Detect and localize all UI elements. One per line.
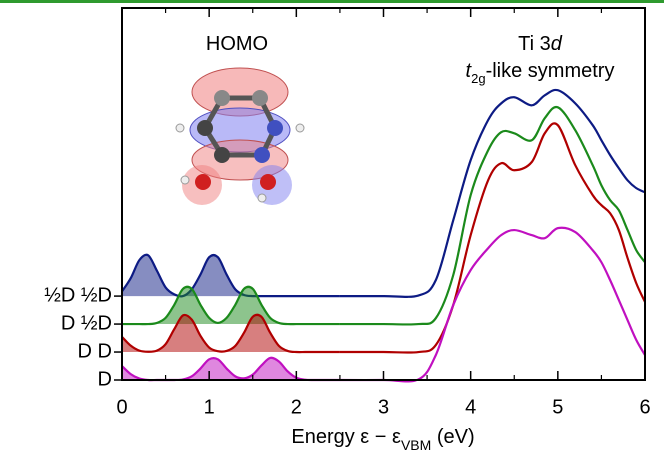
y-tick-label: D bbox=[98, 368, 112, 390]
annotation-sub: 2g bbox=[471, 71, 485, 86]
annotation-italic: t bbox=[466, 60, 473, 82]
annotation: t2g-like symmetry bbox=[466, 60, 615, 86]
x-axis-label: Energy ε − εVBM (eV) bbox=[291, 426, 474, 452]
homo-fill bbox=[122, 254, 340, 297]
molecule bbox=[175, 67, 305, 205]
annotation-text: HOMO bbox=[206, 33, 268, 55]
x-label-unit: (eV) bbox=[431, 426, 474, 448]
homo-fill bbox=[122, 357, 340, 381]
y-tick-label: D ½D bbox=[61, 312, 112, 334]
dos-line bbox=[339, 88, 646, 298]
x-label-sub: VBM bbox=[401, 437, 431, 453]
x-tick-label: 4 bbox=[465, 396, 476, 418]
x-tick-label: 0 bbox=[116, 396, 127, 418]
y-tick-label: D D bbox=[78, 340, 112, 362]
annotation: Ti 3d bbox=[518, 33, 563, 55]
x-label-text: Energy ε − ε bbox=[291, 426, 401, 448]
homo-line bbox=[121, 313, 340, 354]
dos-line bbox=[339, 122, 646, 354]
homo-fill bbox=[122, 314, 340, 353]
annotation: HOMO bbox=[206, 33, 268, 55]
x-tick-label: 6 bbox=[639, 396, 650, 418]
homo-fill bbox=[122, 286, 340, 325]
top-bar bbox=[0, 0, 664, 3]
dos-line bbox=[339, 226, 646, 383]
x-tick-label: 5 bbox=[552, 396, 563, 418]
annotation-text: Ti 3 bbox=[518, 33, 551, 55]
x-tick-label: 3 bbox=[378, 396, 389, 418]
dos-line bbox=[339, 105, 646, 326]
homo-line bbox=[122, 285, 340, 326]
x-tick-label: 2 bbox=[291, 396, 302, 418]
x-tick-label: 1 bbox=[204, 396, 215, 418]
annotation-text: -like symmetry bbox=[486, 60, 615, 82]
annotation-italic: d bbox=[551, 33, 563, 55]
homo-line bbox=[121, 253, 340, 298]
y-tick-label: ½D ½D bbox=[44, 284, 112, 306]
